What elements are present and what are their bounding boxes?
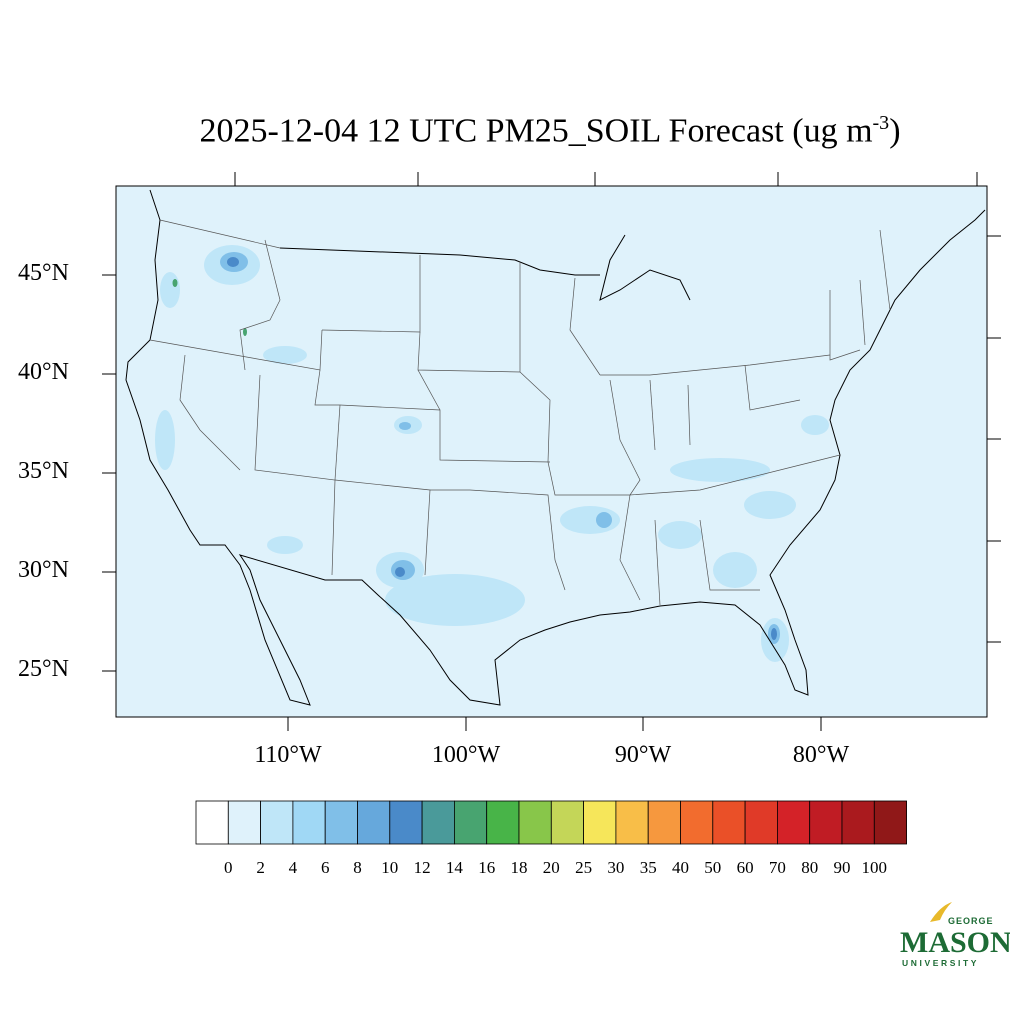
concentration-fields-dark: [227, 257, 777, 640]
title-end: ): [889, 112, 901, 150]
logo-line1: GEORGE: [948, 916, 994, 926]
concentration-fields-green: [172, 279, 247, 336]
lon-label-100: 100°W: [431, 742, 501, 768]
colorbar-label-6: 6: [320, 858, 330, 877]
logo-line2: MASON: [900, 926, 1010, 959]
colorbar-label-10: 10: [381, 858, 399, 877]
lat-label-40: 40°N: [18, 359, 69, 385]
colorbar-label-16: 16: [478, 858, 496, 877]
colorbar-label-40: 40: [672, 858, 689, 877]
colorbar-label-14: 14: [445, 858, 463, 877]
lon-label-90: 90°W: [614, 742, 672, 768]
right-ticks: [987, 235, 1001, 643]
left-ticks: [102, 274, 116, 672]
colorbar-label-18: 18: [510, 858, 528, 877]
colorbar-label-4: 4: [288, 858, 298, 877]
blob-georgia: [713, 552, 757, 588]
title-superscript: -3: [872, 112, 890, 134]
chart-title: 2025-12-04 12 UTC PM25_SOIL Forecast (ug…: [0, 112, 1024, 150]
state-borders: [149, 219, 891, 606]
colorbar-label-0: 0: [224, 858, 233, 877]
lon-label-80: 80°W: [792, 742, 850, 768]
lon-label-110: 110°W: [254, 742, 322, 768]
colorbar-label-2: 2: [256, 858, 265, 877]
top-ticks: [234, 172, 978, 186]
title-main: 2025-12-04 12 UTC PM25_SOIL Forecast (ug…: [199, 112, 873, 150]
blob-wyoming: [263, 346, 307, 364]
colorbar-label-8: 8: [353, 858, 362, 877]
logo-swoosh: [930, 902, 952, 922]
lat-label-45: 45°N: [18, 260, 69, 286]
coastline: [125, 189, 986, 706]
bottom-ticks: [287, 717, 822, 731]
colorbar-label-90: 90: [833, 858, 851, 877]
map-frame: [115, 185, 988, 718]
colorbar-label-80: 80: [801, 858, 819, 877]
colorbar-label-20: 20: [542, 858, 560, 877]
colorbar-label-100: 100: [861, 858, 888, 877]
blob-tennessee: [670, 458, 770, 482]
concentration-fields: [155, 245, 829, 662]
lat-label-35: 35°N: [18, 458, 69, 484]
lat-label-30: 30°N: [18, 557, 69, 583]
blob-virginia: [801, 415, 829, 435]
colorbar-label-12: 12: [413, 858, 431, 877]
blob-arizona: [267, 536, 303, 554]
blob-california: [155, 410, 175, 470]
university-logo: GEORGE MASON UNIVERSITY: [900, 902, 1010, 968]
colorbar-label-70: 70: [768, 858, 786, 877]
blob-washington: [160, 272, 180, 308]
colorbar-label-35: 35: [639, 858, 657, 877]
blob-carolinas: [744, 491, 796, 519]
logo-line3: UNIVERSITY: [902, 958, 979, 968]
colorbar-label-60: 60: [736, 858, 754, 877]
blob-texas: [385, 574, 525, 626]
blob-mississippi: [658, 521, 702, 549]
colorbar-label-50: 50: [704, 858, 722, 877]
colorbar-label-30: 30: [607, 858, 625, 877]
colorbar-label-25: 25: [575, 858, 593, 877]
lat-label-25: 25°N: [18, 656, 69, 682]
